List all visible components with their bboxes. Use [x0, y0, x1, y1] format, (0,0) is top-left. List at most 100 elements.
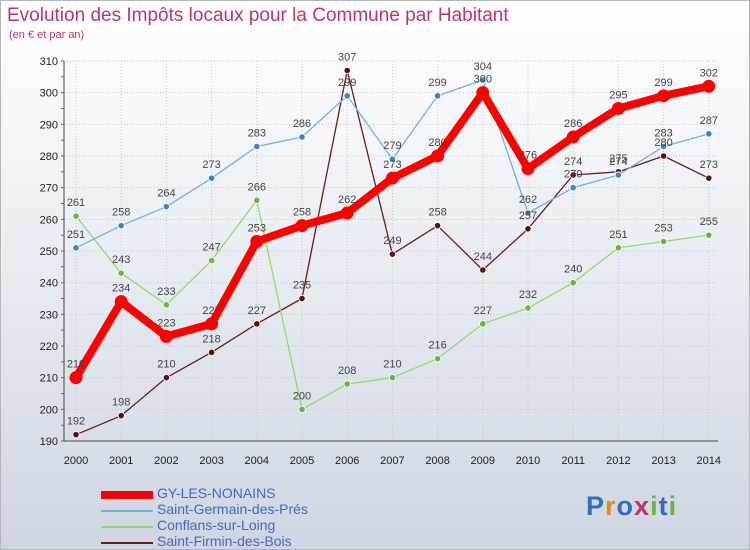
data-label-saint-germain-des-pr-s: 286	[293, 118, 311, 130]
data-point-saint-firmin-des-bois	[705, 174, 713, 182]
data-point-conflans-sur-loing	[659, 237, 668, 246]
data-label-saint-firmin-des-bois: 258	[428, 207, 446, 219]
x-tick-label: 2012	[606, 455, 630, 467]
data-point-gy-les-nonains	[566, 130, 580, 144]
y-tick-label: 250	[40, 246, 58, 258]
data-label-gy-les-nonains: 227	[202, 305, 220, 317]
data-point-saint-firmin-des-bois	[388, 250, 396, 258]
data-point-gy-les-nonains	[205, 317, 219, 331]
data-point-saint-germain-des-pr-s	[208, 174, 216, 182]
logo-letter: r	[605, 491, 617, 521]
data-point-conflans-sur-loing	[433, 355, 442, 363]
data-point-saint-germain-des-pr-s	[253, 142, 261, 151]
data-point-conflans-sur-loing	[72, 212, 80, 220]
data-point-conflans-sur-loing	[569, 279, 577, 287]
logo-letter: i	[668, 491, 678, 521]
data-point-gy-les-nonains	[702, 79, 716, 93]
x-tick-label: 2001	[109, 455, 133, 467]
data-point-gy-les-nonains	[69, 371, 83, 385]
data-point-saint-firmin-des-bois	[659, 152, 668, 160]
data-label-saint-firmin-des-bois: 307	[338, 52, 356, 64]
data-point-saint-firmin-des-bois	[162, 374, 170, 382]
y-tick-label: 240	[40, 278, 58, 290]
data-label-gy-les-nonains: 262	[338, 194, 356, 206]
data-point-saint-germain-des-pr-s	[162, 203, 170, 211]
y-tick-label: 190	[40, 436, 58, 448]
data-label-saint-germain-des-pr-s: 251	[67, 229, 85, 241]
data-point-conflans-sur-loing	[614, 244, 623, 252]
x-tick-label: 2008	[425, 455, 449, 467]
x-tick-label: 2014	[697, 455, 721, 467]
y-tick-label: 300	[40, 88, 58, 100]
data-point-saint-germain-des-pr-s	[479, 76, 487, 84]
data-point-saint-germain-des-pr-s	[614, 171, 623, 179]
chart-title: Evolution des Impôts locaux pour la Comm…	[7, 5, 509, 26]
data-label-conflans-sur-loing: 247	[202, 242, 220, 254]
data-label-conflans-sur-loing: 261	[67, 197, 85, 209]
legend-swatch	[101, 526, 153, 528]
data-label-saint-firmin-des-bois: 275	[609, 153, 627, 165]
chart-subtitle: (en € et par an)	[9, 29, 85, 41]
data-point-conflans-sur-loing	[208, 256, 216, 265]
data-point-conflans-sur-loing	[298, 405, 306, 413]
data-label-saint-firmin-des-bois: 198	[112, 397, 130, 409]
legend-swatch	[101, 491, 153, 499]
data-point-gy-les-nonains	[340, 206, 354, 220]
data-label-conflans-sur-loing: 243	[112, 254, 130, 266]
data-label-saint-germain-des-pr-s: 283	[248, 128, 266, 140]
data-point-saint-germain-des-pr-s	[343, 92, 351, 100]
data-label-gy-les-nonains: 299	[654, 77, 672, 89]
data-label-saint-germain-des-pr-s: 258	[112, 207, 130, 219]
data-point-saint-germain-des-pr-s	[117, 222, 125, 230]
data-point-saint-firmin-des-bois	[298, 294, 306, 303]
y-tick-label: 220	[40, 341, 58, 353]
data-point-saint-firmin-des-bois	[479, 266, 487, 274]
y-tick-label: 310	[40, 56, 58, 68]
data-point-gy-les-nonains	[611, 102, 625, 115]
legend-swatch	[101, 510, 153, 512]
x-tick-label: 2000	[64, 455, 88, 467]
logo-letter: P	[586, 491, 606, 521]
legend-label: Conflans-sur-Loing	[157, 517, 276, 533]
data-label-conflans-sur-loing: 266	[248, 181, 266, 193]
data-point-saint-firmin-des-bois	[524, 225, 532, 233]
data-label-gy-les-nonains: 223	[157, 318, 175, 330]
data-point-saint-firmin-des-bois	[569, 171, 577, 179]
data-point-conflans-sur-loing	[388, 374, 396, 382]
data-label-saint-firmin-des-bois: 273	[700, 159, 718, 171]
data-point-gy-les-nonains	[385, 171, 399, 185]
data-point-gy-les-nonains	[250, 235, 264, 248]
logo-letter: o	[616, 491, 635, 521]
proxiti-logo: Proxiti	[586, 491, 677, 522]
data-label-conflans-sur-loing: 227	[474, 305, 492, 317]
y-tick-label: 210	[40, 373, 58, 385]
data-label-saint-germain-des-pr-s: 283	[654, 128, 672, 140]
logo-letter: t	[658, 491, 669, 521]
data-label-conflans-sur-loing: 232	[519, 289, 537, 301]
data-point-saint-firmin-des-bois	[72, 431, 80, 439]
data-point-saint-germain-des-pr-s	[524, 209, 532, 217]
data-label-gy-les-nonains: 286	[564, 118, 582, 130]
x-tick-label: 2004	[245, 455, 269, 467]
y-tick-label: 230	[40, 309, 58, 321]
data-label-saint-firmin-des-bois: 235	[293, 280, 311, 292]
data-label-saint-firmin-des-bois: 210	[157, 359, 175, 371]
data-point-saint-firmin-des-bois	[208, 348, 216, 356]
data-point-saint-germain-des-pr-s	[705, 130, 713, 138]
data-point-gy-les-nonains	[521, 162, 535, 176]
x-tick-label: 2003	[199, 455, 223, 467]
legend-label: Saint-Germain-des-Prés	[157, 501, 308, 517]
x-tick-label: 2002	[154, 455, 178, 467]
data-point-conflans-sur-loing	[162, 301, 170, 309]
data-label-saint-firmin-des-bois: 244	[474, 251, 492, 263]
data-label-conflans-sur-loing: 251	[609, 229, 627, 241]
data-point-conflans-sur-loing	[343, 380, 351, 388]
data-label-saint-firmin-des-bois: 280	[654, 137, 672, 149]
x-tick-label: 2006	[335, 455, 359, 467]
data-label-gy-les-nonains: 280	[428, 137, 446, 149]
data-label-saint-firmin-des-bois: 192	[67, 416, 85, 428]
data-label-conflans-sur-loing: 255	[700, 216, 718, 228]
legend-label: GY-LES-NONAINS	[157, 485, 276, 501]
data-point-gy-les-nonains	[476, 86, 490, 100]
x-tick-label: 2013	[651, 455, 675, 467]
